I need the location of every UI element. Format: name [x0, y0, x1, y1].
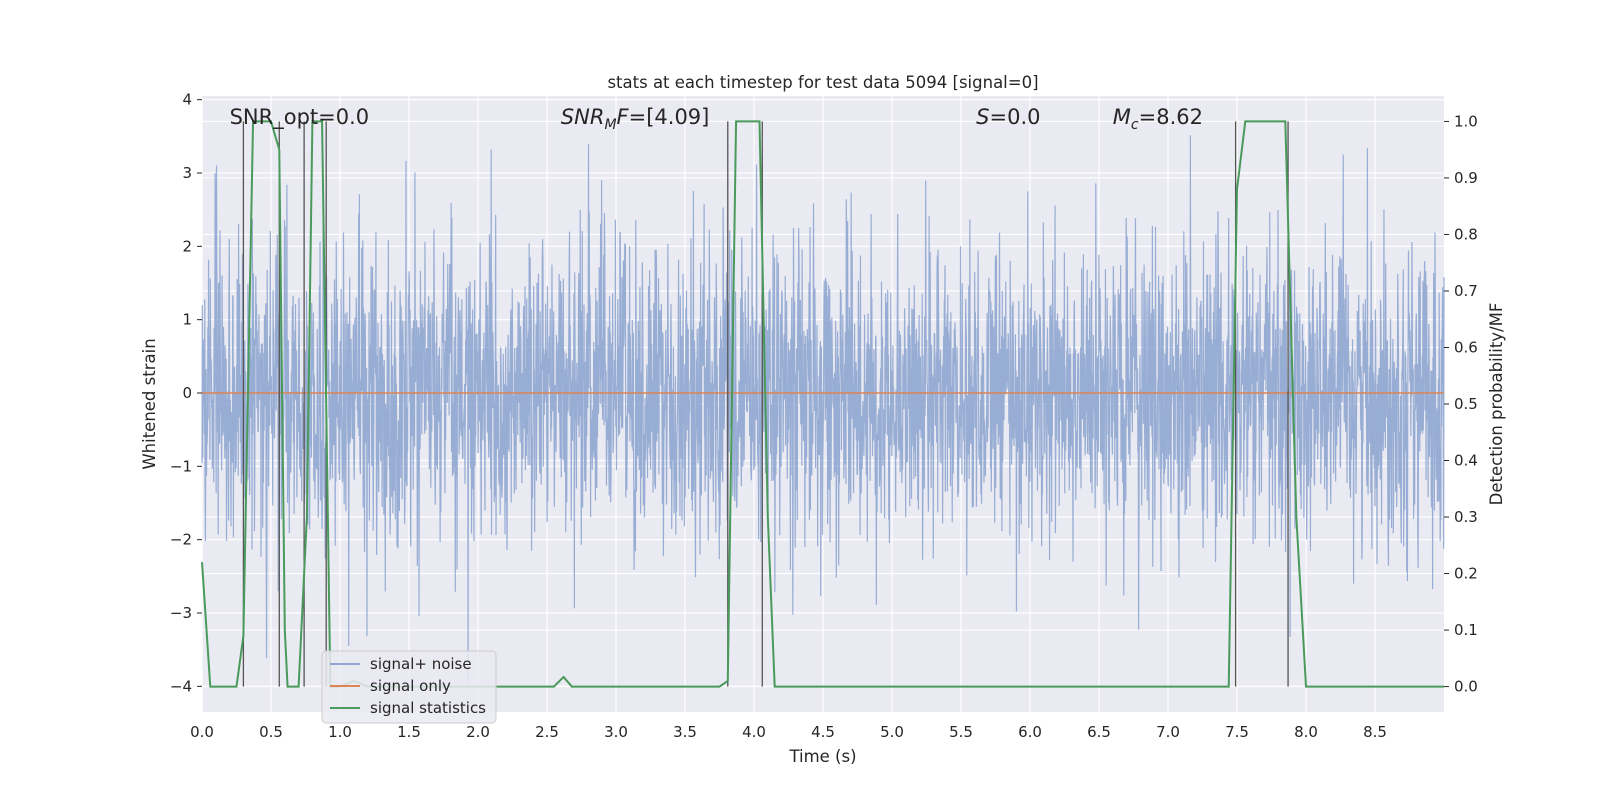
- annotation-snr_mf: SNRMF=[4.09]: [561, 105, 710, 133]
- x-tick-label-1: 0.5: [259, 723, 283, 741]
- annotation-mc: Mc=8.62: [1113, 105, 1203, 133]
- chart-title: stats at each timestep for test data 509…: [607, 73, 1038, 92]
- x-tick-label-14: 7.0: [1156, 723, 1180, 741]
- x-tick-label-13: 6.5: [1087, 723, 1111, 741]
- x-tick-label-11: 5.5: [949, 723, 973, 741]
- legend-label-signal-noise: signal+ noise: [370, 655, 472, 673]
- y-tick-label-7: 3: [182, 164, 192, 182]
- x-tick-label-2: 1.0: [328, 723, 352, 741]
- y-tick-label-8: 4: [182, 91, 192, 109]
- y2-tick-labels: 0.0 0.1 0.2 0.3 0.4 0.5 0.6 0.7 0.8 0.9 1.0: [1444, 112, 1478, 696]
- x-tick-labels: 0.0 0.5 1.0 1.5 2.0 2.5 3.0 3.5 4.0 4.5 5.0 5.5 6.0 6…: [190, 723, 1387, 741]
- legend: signal+ noise signal only signal statist…: [321, 650, 497, 724]
- y2-tick-label-0: 0.0: [1454, 678, 1478, 696]
- y2-tick-label-4: 0.4: [1454, 452, 1478, 470]
- x-tick-label-16: 8.0: [1294, 723, 1318, 741]
- x-tick-label-17: 8.5: [1363, 723, 1387, 741]
- x-tick-label-5: 2.5: [535, 723, 559, 741]
- annotations: SNR_opt=0.0 SNRMF=[4.09] S=0.0 Mc=8.62: [230, 105, 1203, 133]
- y2-tick-label-2: 0.2: [1454, 565, 1478, 583]
- y-axis-label: Whitened strain: [140, 338, 159, 469]
- legend-label-signal-statistics: signal statistics: [370, 699, 486, 717]
- x-tick-label-4: 2.0: [466, 723, 490, 741]
- y2-tick-label-6: 0.6: [1454, 338, 1478, 356]
- x-tick-label-3: 1.5: [397, 723, 421, 741]
- x-tick-label-10: 5.0: [880, 723, 904, 741]
- y2-tick-label-3: 0.3: [1454, 508, 1478, 526]
- signal-statistics-line: [201, 120, 1444, 688]
- annotation-snr_opt: SNR_opt=0.0: [230, 105, 370, 130]
- x-tick-label-12: 6.0: [1018, 723, 1042, 741]
- series-signal-noise: [201, 135, 1445, 687]
- y-tick-labels: −4 −3 −2 −1 0 1 2 3 4: [170, 91, 202, 695]
- annotation-s: S=0.0: [976, 105, 1040, 129]
- y2-tick-label-8: 0.8: [1454, 225, 1478, 243]
- signal-noise-line: [201, 135, 1445, 687]
- x-axis-label: Time (s): [788, 747, 856, 766]
- legend-label-signal-only: signal only: [370, 677, 451, 695]
- y2-tick-label-10: 1.0: [1454, 112, 1478, 130]
- x-tick-label-6: 3.0: [604, 723, 628, 741]
- y-tick-label-4: 0: [182, 384, 192, 402]
- y2-tick-label-7: 0.7: [1454, 282, 1478, 300]
- y-tick-label-1: −3: [170, 604, 192, 622]
- y2-axis-label: Detection probability/MF: [1487, 303, 1506, 506]
- x-tick-label-8: 4.0: [742, 723, 766, 741]
- x-tick-label-7: 3.5: [673, 723, 697, 741]
- y2-tick-label-1: 0.1: [1454, 621, 1478, 639]
- y-tick-label-2: −2: [170, 531, 192, 549]
- y2-tick-label-5: 0.5: [1454, 395, 1478, 413]
- y-tick-label-3: −1: [170, 457, 192, 475]
- y-tick-label-5: 1: [182, 311, 192, 329]
- series-signal-statistics: [201, 120, 1444, 688]
- legend-box: [321, 650, 497, 724]
- x-tick-label-9: 4.5: [811, 723, 835, 741]
- y-tick-label-0: −4: [170, 677, 192, 695]
- y2-tick-label-9: 0.9: [1454, 169, 1478, 187]
- y-tick-label-6: 2: [182, 237, 192, 255]
- x-tick-label-0: 0.0: [190, 723, 214, 741]
- x-tick-label-15: 7.5: [1225, 723, 1249, 741]
